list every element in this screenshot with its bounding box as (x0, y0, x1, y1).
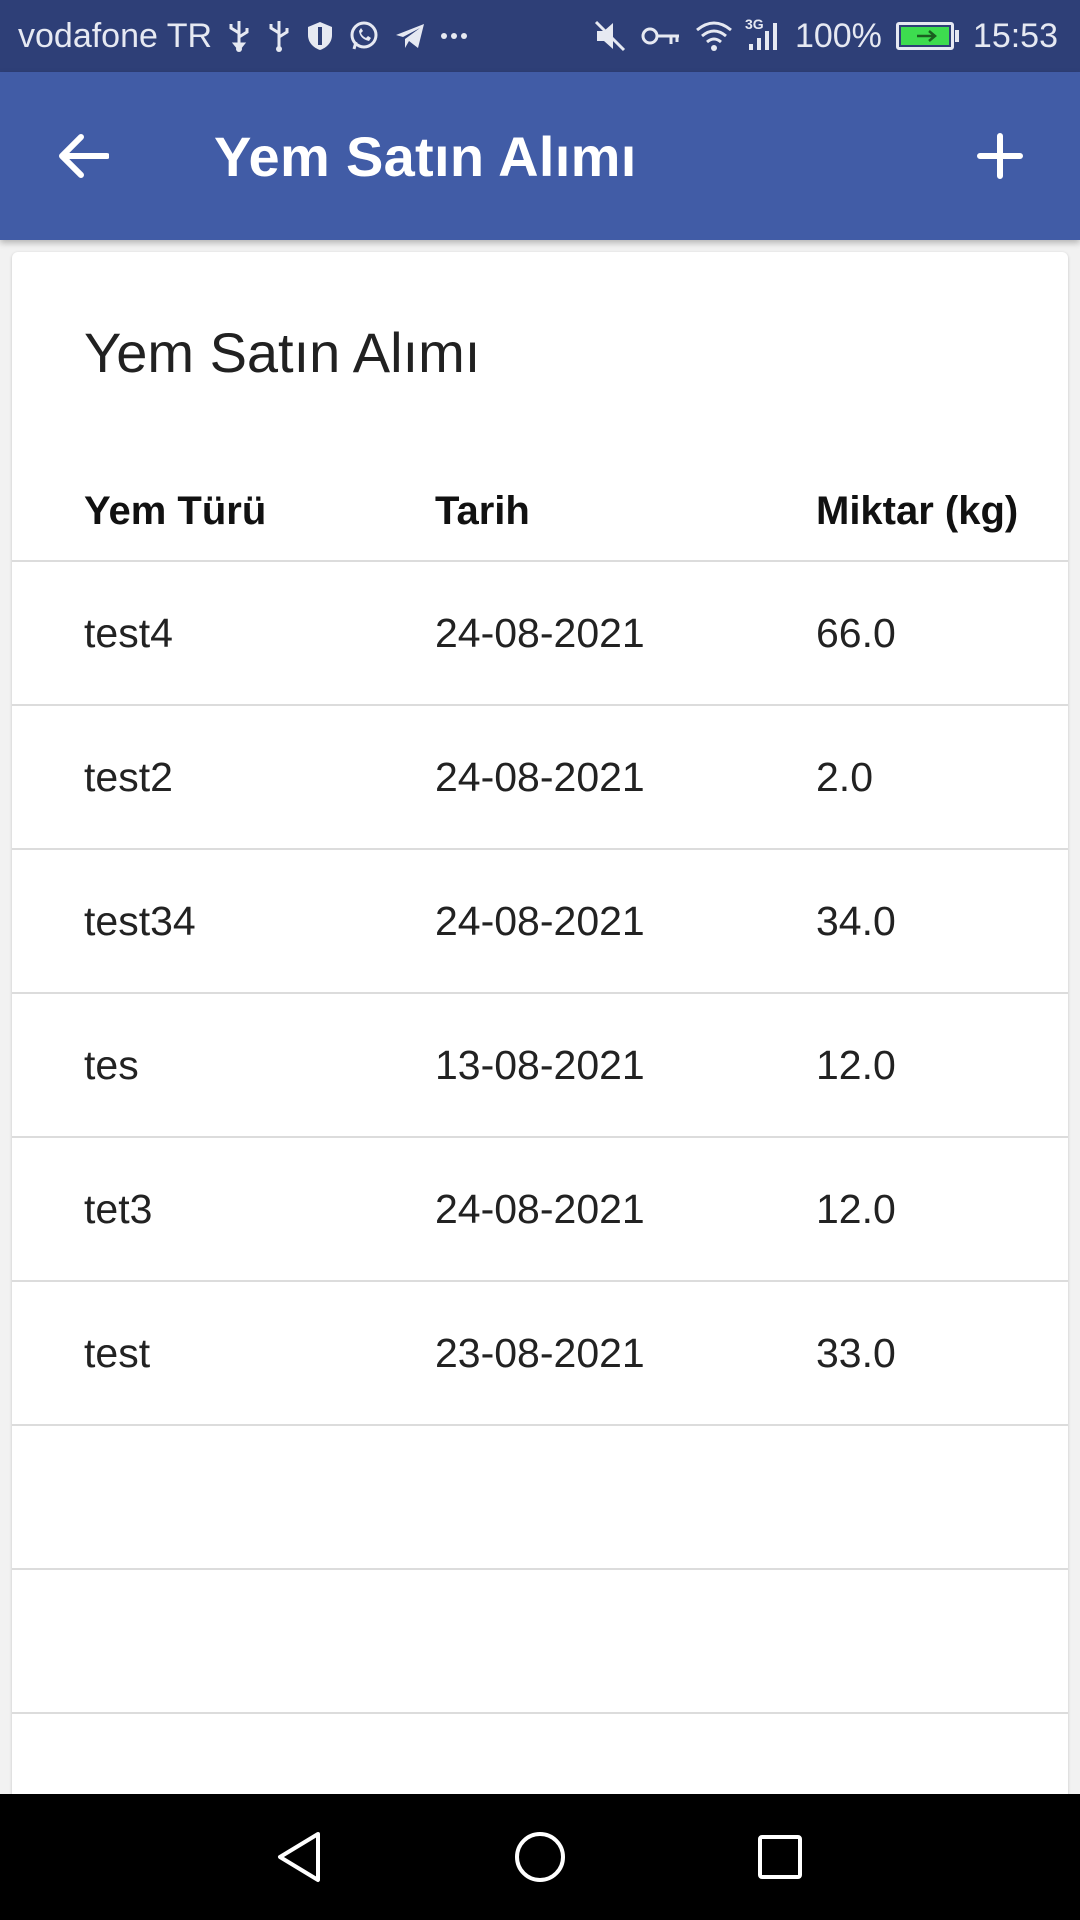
cell-date: 24-08-2021 (435, 1185, 645, 1232)
app-bar-title: Yem Satın Alımı (214, 124, 637, 188)
cell-feed-type: tes (84, 1041, 139, 1088)
battery-charging-icon (895, 22, 959, 50)
table-row[interactable]: tes 13-08-2021 12.0 (12, 994, 1068, 1138)
more-icon (440, 31, 468, 41)
table-row[interactable]: test4 24-08-2021 66.0 (12, 562, 1068, 706)
table-row-empty (12, 1570, 1068, 1714)
recents-square-icon (758, 1835, 802, 1879)
wifi-icon (695, 20, 733, 52)
cell-amount: 2.0 (816, 753, 873, 800)
system-home-button[interactable] (507, 1824, 573, 1890)
usb-icon (226, 19, 252, 53)
cell-amount: 12.0 (816, 1185, 896, 1232)
shield-icon (306, 20, 334, 52)
status-bar: vodafone TR 3G (0, 0, 1080, 72)
table-row-empty (12, 1426, 1068, 1570)
cell-date: 24-08-2021 (435, 897, 645, 944)
network-type-label: 3G (744, 16, 764, 32)
app-bar: Yem Satın Alımı (0, 72, 1080, 240)
clock: 15:53 (972, 16, 1058, 55)
table-row[interactable]: test34 24-08-2021 34.0 (12, 850, 1068, 994)
back-button[interactable] (40, 113, 126, 199)
cell-amount: 34.0 (816, 897, 896, 944)
usb-icon (266, 19, 292, 53)
table-row[interactable]: tet3 24-08-2021 12.0 (12, 1138, 1068, 1282)
table-body: test4 24-08-2021 66.0 test2 24-08-2021 2… (12, 562, 1068, 1812)
column-header-date[interactable]: Tarih (435, 488, 530, 533)
cell-date: 23-08-2021 (435, 1329, 645, 1376)
cell-feed-type: test2 (84, 753, 173, 800)
cell-feed-type: test4 (84, 609, 173, 656)
cell-feed-type: tet3 (84, 1185, 153, 1232)
add-button[interactable] (956, 112, 1044, 200)
cell-amount: 33.0 (816, 1329, 896, 1376)
arrow-left-icon (59, 134, 109, 178)
mute-icon (593, 19, 627, 53)
telegram-icon (394, 21, 426, 51)
system-recents-button[interactable] (747, 1824, 813, 1890)
battery-percent: 100% (794, 16, 882, 55)
back-triangle-icon (278, 1832, 320, 1882)
cell-amount: 12.0 (816, 1041, 896, 1088)
plus-icon (977, 133, 1023, 179)
card-title: Yem Satın Alımı (84, 321, 481, 384)
whatsapp-icon (348, 20, 380, 52)
carrier-label: vodafone TR (18, 16, 213, 55)
vpn-key-icon (641, 24, 681, 48)
cell-feed-type: test (84, 1329, 151, 1376)
cell-amount: 66.0 (816, 609, 896, 656)
table-row[interactable]: test 23-08-2021 33.0 (12, 1282, 1068, 1426)
cell-date: 24-08-2021 (435, 753, 645, 800)
table-row[interactable]: test2 24-08-2021 2.0 (12, 706, 1068, 850)
column-header-feed-type[interactable]: Yem Türü (84, 488, 267, 533)
system-nav-bar (0, 1794, 1080, 1920)
status-left: vodafone TR (18, 17, 468, 56)
home-circle-icon (515, 1832, 565, 1882)
system-back-button[interactable] (266, 1824, 332, 1890)
status-right: 3G 100% 15:53 (593, 16, 1058, 56)
cell-date: 24-08-2021 (435, 609, 645, 656)
cell-feed-type: test34 (84, 897, 196, 944)
purchase-card: Yem Satın Alımı Yem Türü Tarih Miktar (k… (12, 252, 1068, 1812)
column-header-amount[interactable]: Miktar (kg) (816, 488, 1019, 533)
table-header: Yem Türü Tarih Miktar (kg) (12, 462, 1068, 562)
cell-date: 13-08-2021 (435, 1041, 645, 1088)
signal-icon: 3G (745, 16, 781, 52)
